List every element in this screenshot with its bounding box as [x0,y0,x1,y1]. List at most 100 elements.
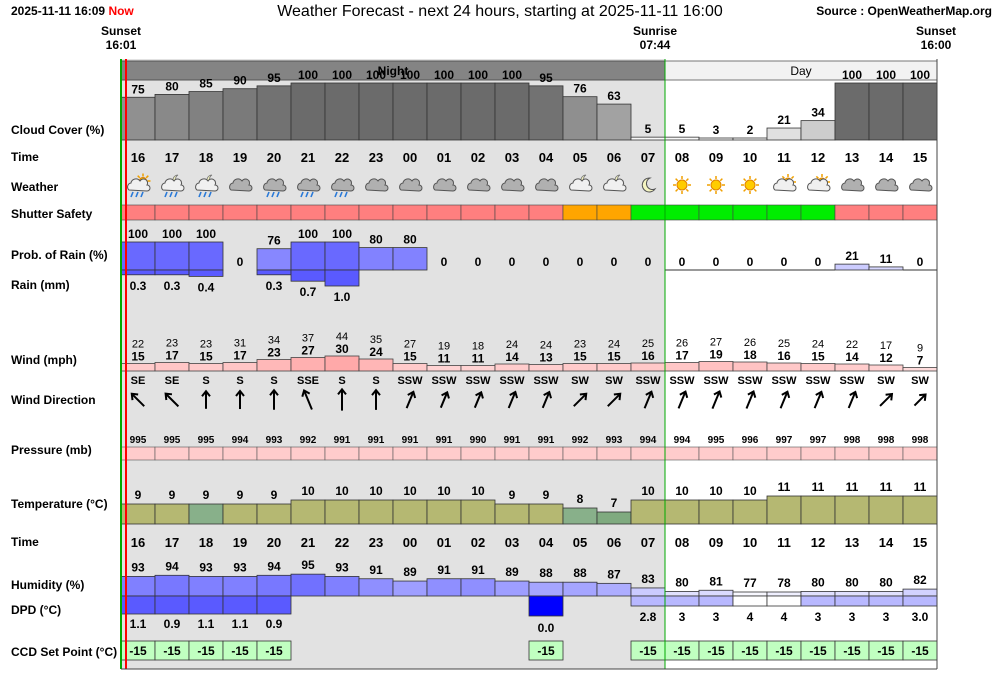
ccd-value: -15 [809,644,827,658]
arrow-shaft [164,392,180,408]
temperature-bar [528,503,564,525]
rain-mm-value: 1.0 [334,290,351,304]
rain-prob-value: 76 [267,234,281,248]
arrow-head [919,393,927,401]
dpd-value: 2.8 [640,610,657,624]
rain-mm-bar [290,269,326,282]
temperature-value: 10 [641,484,655,498]
wind-arrow-icon [779,390,791,409]
humidity-value: 95 [301,558,315,572]
sun-ray [709,178,713,182]
rain-day-icon [127,173,151,198]
dpd-bar [732,595,768,607]
wind-dir-label: SSW [499,375,525,387]
wind-arrow-icon [677,390,689,409]
temperature-value: 9 [169,488,176,502]
temperature-bar [698,499,734,525]
wind-dir-label: SSW [431,375,457,387]
rain-prob-value: 100 [162,227,182,241]
cloud-bar [222,88,258,141]
time-label: 09 [709,535,723,550]
row-label-rain-mm: Rain (mm) [11,278,70,292]
ccd-value: -15 [673,644,691,658]
humidity-bar [392,580,428,597]
ccd-cell [528,640,564,661]
humidity-value: 93 [233,560,247,574]
humidity-value: 82 [913,573,927,587]
sun-ray [743,178,747,182]
rain-mm-value: 0.7 [300,285,317,299]
wind-gust-value: 22 [132,339,144,351]
temperature-bar [324,499,360,525]
arrow-head [301,389,311,397]
humidity-value: 80 [811,575,825,589]
sun-icon [673,176,691,194]
rain-prob-bar [154,241,190,271]
wind-speed-value: 24 [369,345,383,359]
arrow-shaft [813,391,823,409]
dpd-value: 0.9 [266,617,283,631]
wind-dir-label: SSW [737,375,763,387]
wind-speed-value: 15 [131,350,145,364]
clear-night-icon [641,177,657,193]
dpd-value: 3 [713,610,720,624]
header-timestamp: 2025-11-11 16:09 Now [11,4,134,18]
temperature-value: 10 [743,484,757,498]
cloud-shape [161,178,185,192]
wind-speed-value: 15 [199,350,213,364]
rain-prob-bar [868,266,904,271]
shutter-cell [222,204,258,221]
pressure-value: 997 [776,435,793,446]
cloud-icon [909,178,933,192]
wind-bar [596,363,632,372]
pressure-cell [256,446,292,461]
cloud-value: 2 [747,123,754,137]
rain-icon [263,178,287,198]
cloud-icon [229,178,253,192]
wind-speed-value: 15 [811,350,825,364]
wind-arrow-icon [201,389,211,409]
period-background [427,59,461,669]
temperature-bar [868,495,904,525]
wind-gust-value: 35 [370,334,382,346]
arrow-head [235,389,245,397]
arrow-head [543,390,553,399]
wind-speed-value: 23 [267,346,281,360]
cloud-bar [392,82,428,141]
wind-gust-value: 25 [778,338,790,350]
cloud-value: 75 [131,82,145,96]
temperature-value: 10 [437,484,451,498]
time-label: 05 [573,150,587,165]
cloud-value: 100 [366,68,386,82]
pressure-value: 995 [708,435,725,446]
temperature-bar [800,495,836,525]
time-label: 11 [777,150,791,165]
wind-speed-value: 15 [607,350,621,364]
time-label: 15 [913,150,927,165]
time-label: 18 [199,535,213,550]
cloud-value: 5 [645,122,652,136]
pressure-value: 993 [606,435,623,446]
rain-drop [203,191,207,198]
temperature-value: 10 [301,484,315,498]
row-label-dpd: DPD (°C) [11,603,61,617]
temperature-bar [154,503,190,525]
pressure-cell [426,446,462,461]
wind-dir-label: SW [605,375,623,387]
humidity-bar [188,576,224,597]
shutter-cell [834,204,870,221]
row-label-wind-dir: Wind Direction [11,393,96,407]
wind-bar [630,362,666,372]
temperature-value: 9 [271,488,278,502]
time-label: 02 [471,535,485,550]
temperature-value: 7 [611,496,618,510]
rain-prob-value: 100 [332,227,352,241]
humidity-bar [460,578,496,597]
rain-prob-value: 0 [917,255,924,269]
time-label: 12 [811,535,825,550]
time-label: 11 [777,535,791,550]
wind-arrow-icon [235,389,245,410]
cloud-value: 100 [434,68,454,82]
humidity-bar [698,589,734,597]
cloud-icon [399,178,423,192]
